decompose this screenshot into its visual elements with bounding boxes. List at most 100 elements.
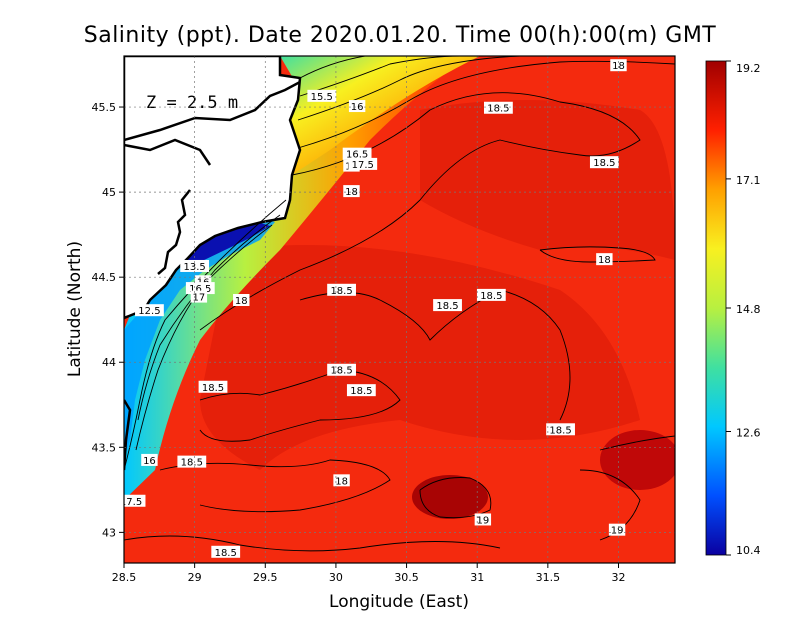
contour-label-box — [343, 185, 360, 198]
contour-label-text: 17.5 — [120, 497, 142, 508]
depth-annotation: Z = 2.5 m — [146, 93, 238, 113]
contour-label-text: 16.5 — [346, 150, 368, 161]
contour-label: 18.5 — [546, 423, 575, 436]
contour-label-box — [596, 253, 613, 266]
contour-label-box — [141, 453, 158, 466]
contour-label-text: 18.5 — [181, 458, 203, 469]
y-tick-label: 45 — [102, 186, 116, 199]
coastline-upper — [124, 138, 212, 166]
darkest-region — [412, 475, 488, 519]
contour-label-box — [327, 283, 356, 296]
contour-label-text: 18 — [345, 187, 358, 198]
contour-label: 16 — [141, 453, 158, 467]
contour-label-box — [546, 423, 575, 436]
contour-label: 18.5 — [589, 156, 619, 169]
contour-label-text: 18.5 — [215, 548, 237, 559]
contour-label: 18.5 — [433, 299, 462, 312]
contour-label: 17.5 — [120, 494, 146, 508]
contour-label-box — [589, 156, 619, 169]
contour-label-text: 17.5 — [352, 160, 374, 171]
contour-label: 19 — [474, 513, 492, 526]
colorbar-tick-label: 12.6 — [736, 427, 761, 440]
contour-label-text: 18.5 — [436, 301, 458, 312]
x-tick-label: 28.5 — [112, 571, 137, 584]
contour-label-box — [327, 363, 356, 376]
x-tick-label: 31.5 — [536, 571, 561, 584]
y-tick-label: 43 — [102, 526, 116, 539]
contour-label-box — [348, 157, 378, 170]
contour-label-text: 18 — [335, 476, 348, 487]
x-tick-label: 30.5 — [394, 571, 419, 584]
contour-label-box — [474, 513, 492, 526]
contour-label: 18.5 — [177, 455, 207, 469]
y-tick-label: 43.5 — [92, 441, 117, 454]
contour-label-box — [124, 494, 146, 507]
contour-label-text: 16 — [143, 456, 156, 467]
x-tick-label: 29 — [188, 571, 202, 584]
contour-label: 18 — [333, 474, 350, 487]
contour-label: 17 — [190, 290, 208, 304]
x-tick-label: 32 — [611, 571, 625, 584]
contour-label-text: 16.5 — [189, 284, 211, 295]
colorbar-ticks: 19.2 17.1 14.8 12.6 10.4 — [726, 60, 761, 557]
x-axis: 28.5 29 29.5 30 30.5 31 31.5 32 — [112, 563, 625, 584]
coastline-south — [124, 399, 132, 471]
contour-label-text: 18.5 — [480, 291, 502, 302]
contour-label: 12.5 — [135, 304, 164, 317]
plot-frame — [123, 55, 676, 564]
darker-region — [200, 245, 640, 470]
contour-lines — [124, 56, 675, 552]
contour-label: 16.5 — [342, 147, 372, 161]
contour-label: 18 — [596, 253, 613, 266]
contour-label: 18 — [233, 293, 250, 307]
coastline-upper — [124, 80, 301, 142]
contour-label: 15.5 — [307, 89, 337, 103]
grid-lines — [124, 56, 675, 563]
contour-label: 18.5 — [198, 380, 228, 394]
darker-region — [420, 100, 675, 260]
contour-label-box — [180, 259, 210, 272]
contour-label-text: 18.5 — [593, 158, 615, 169]
contour-label-text: 19 — [476, 515, 489, 526]
colorbar — [705, 60, 727, 556]
contour-label-box — [346, 384, 376, 397]
darkest-region — [600, 430, 675, 490]
contour-label-text: 15.5 — [311, 92, 333, 103]
contour-label-text: 16 — [351, 102, 364, 113]
x-tick-label: 29.5 — [253, 571, 278, 584]
contour-label-text: 12.5 — [138, 306, 160, 317]
contour-label-box — [476, 288, 506, 301]
contour-label-box — [342, 147, 372, 160]
y-tick-label: 45.5 — [92, 101, 117, 114]
contour-label: 18.5 — [211, 545, 241, 559]
contour-label: 18.5 — [327, 283, 356, 297]
y-axis: 43 43.5 44 44.5 45 45.5 — [92, 101, 124, 539]
contour-label: 18.5 — [483, 101, 513, 115]
contour-label-box — [177, 455, 207, 468]
contour-label-text: 18.5 — [330, 286, 352, 297]
x-axis-label: Longitude (East) — [329, 592, 469, 612]
y-tick-label: 44.5 — [92, 271, 117, 284]
contour-label-box — [233, 293, 250, 306]
contour-label-text: 18.5 — [330, 366, 352, 377]
colorbar-tick-label: 17.1 — [736, 174, 761, 187]
plot-area: 15.5161818.516.51717.518.5181813.51616.5… — [120, 56, 675, 563]
contour-label-box — [433, 299, 462, 312]
contour-label-text: 18 — [235, 296, 248, 307]
low-salinity-core — [180, 222, 270, 272]
contour-label: 18 — [343, 185, 360, 198]
y-axis-label: Latitude (North) — [65, 241, 85, 377]
colorbar-tick-label: 19.2 — [736, 62, 761, 75]
contour-label-box — [483, 101, 513, 114]
contour-label-box — [135, 304, 164, 317]
contour-label-box — [348, 100, 366, 113]
contour-label-text: 18.5 — [549, 425, 571, 436]
contour-label-box — [610, 59, 627, 72]
x-tick-label: 30 — [329, 571, 343, 584]
contour-label: 17.5 — [348, 157, 378, 171]
contour-label: 19 — [608, 523, 626, 537]
contour-label-text: 18 — [598, 255, 611, 266]
contour-label: 16 — [348, 100, 366, 113]
